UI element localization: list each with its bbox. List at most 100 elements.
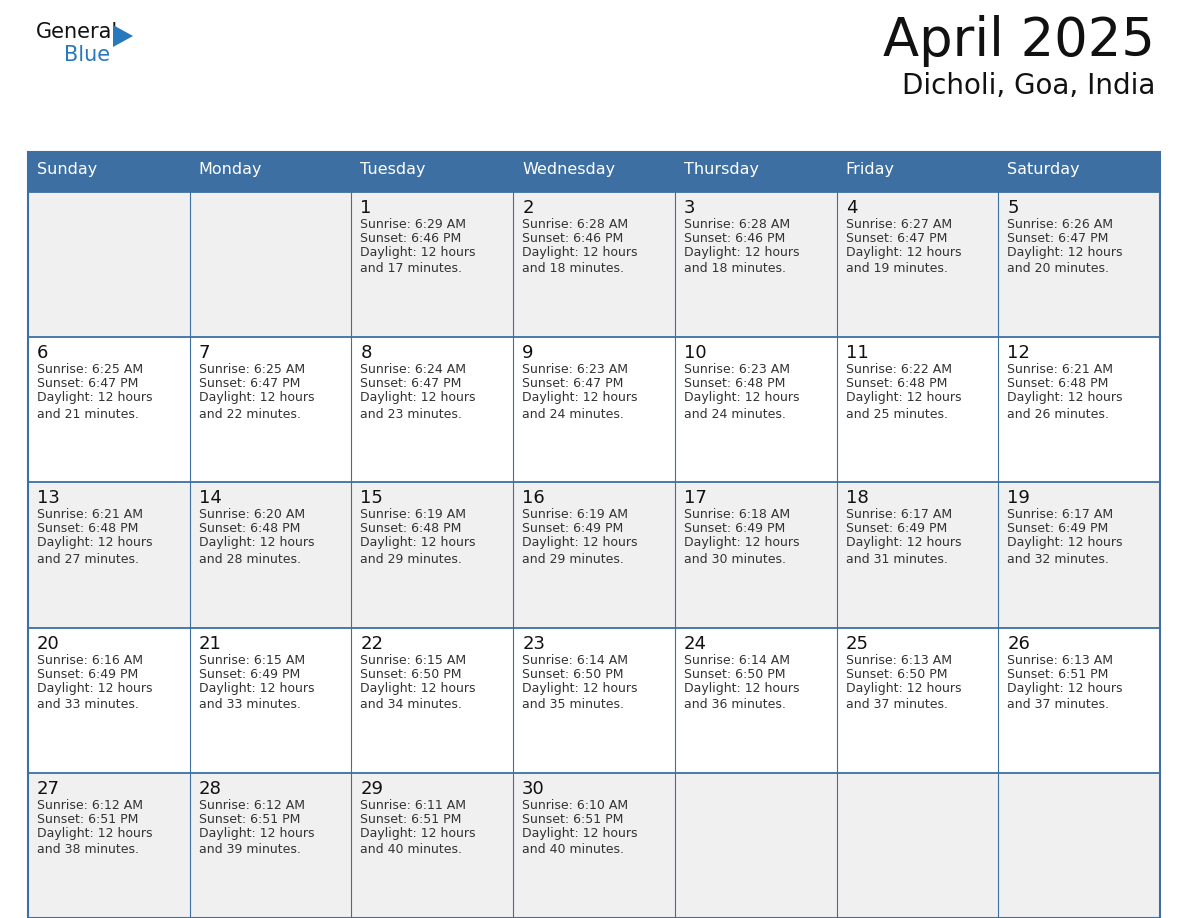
Text: Sunset: 6:50 PM: Sunset: 6:50 PM	[684, 667, 785, 680]
Text: Daylight: 12 hours
and 40 minutes.: Daylight: 12 hours and 40 minutes.	[523, 827, 638, 856]
Text: Daylight: 12 hours
and 39 minutes.: Daylight: 12 hours and 39 minutes.	[198, 827, 314, 856]
Text: Sunrise: 6:28 AM: Sunrise: 6:28 AM	[684, 218, 790, 231]
Text: 5: 5	[1007, 199, 1019, 217]
Text: 22: 22	[360, 634, 384, 653]
Text: Daylight: 12 hours
and 29 minutes.: Daylight: 12 hours and 29 minutes.	[523, 536, 638, 565]
Text: Sunrise: 6:23 AM: Sunrise: 6:23 AM	[523, 364, 628, 376]
Text: Monday: Monday	[198, 162, 263, 177]
Text: Sunrise: 6:15 AM: Sunrise: 6:15 AM	[198, 654, 305, 666]
Text: Sunset: 6:47 PM: Sunset: 6:47 PM	[198, 377, 301, 390]
Text: Daylight: 12 hours
and 35 minutes.: Daylight: 12 hours and 35 minutes.	[523, 681, 638, 711]
Text: Sunset: 6:51 PM: Sunset: 6:51 PM	[198, 812, 301, 826]
Text: Daylight: 12 hours
and 18 minutes.: Daylight: 12 hours and 18 minutes.	[523, 246, 638, 275]
Text: Dicholi, Goa, India: Dicholi, Goa, India	[902, 72, 1155, 100]
Text: April 2025: April 2025	[883, 15, 1155, 67]
Text: Sunrise: 6:13 AM: Sunrise: 6:13 AM	[846, 654, 952, 666]
Text: Sunrise: 6:25 AM: Sunrise: 6:25 AM	[198, 364, 305, 376]
Text: Sunset: 6:47 PM: Sunset: 6:47 PM	[1007, 232, 1108, 245]
Text: Daylight: 12 hours
and 34 minutes.: Daylight: 12 hours and 34 minutes.	[360, 681, 476, 711]
Text: 16: 16	[523, 489, 545, 508]
Text: Sunday: Sunday	[37, 162, 97, 177]
Text: Sunset: 6:46 PM: Sunset: 6:46 PM	[523, 232, 624, 245]
Text: 14: 14	[198, 489, 222, 508]
Text: Daylight: 12 hours
and 23 minutes.: Daylight: 12 hours and 23 minutes.	[360, 391, 476, 420]
Text: Daylight: 12 hours
and 17 minutes.: Daylight: 12 hours and 17 minutes.	[360, 246, 476, 275]
Text: Sunset: 6:48 PM: Sunset: 6:48 PM	[846, 377, 947, 390]
Text: Sunrise: 6:22 AM: Sunrise: 6:22 AM	[846, 364, 952, 376]
Text: Sunset: 6:48 PM: Sunset: 6:48 PM	[684, 377, 785, 390]
Text: Sunrise: 6:12 AM: Sunrise: 6:12 AM	[37, 799, 143, 812]
Bar	[29, 628, 1159, 773]
Text: 13: 13	[37, 489, 59, 508]
Text: Daylight: 12 hours
and 25 minutes.: Daylight: 12 hours and 25 minutes.	[846, 391, 961, 420]
Text: Blue: Blue	[64, 45, 110, 65]
Text: 24: 24	[684, 634, 707, 653]
Text: Sunrise: 6:18 AM: Sunrise: 6:18 AM	[684, 509, 790, 521]
Text: Sunset: 6:47 PM: Sunset: 6:47 PM	[523, 377, 624, 390]
Text: Sunrise: 6:14 AM: Sunrise: 6:14 AM	[523, 654, 628, 666]
Bar	[29, 192, 1159, 337]
Bar	[29, 337, 1159, 482]
Bar	[29, 482, 1159, 628]
Bar	[29, 773, 1159, 918]
Text: 18: 18	[846, 489, 868, 508]
Text: Sunrise: 6:12 AM: Sunrise: 6:12 AM	[198, 799, 304, 812]
Polygon shape	[113, 25, 133, 47]
Text: Sunset: 6:50 PM: Sunset: 6:50 PM	[846, 667, 947, 680]
Text: 7: 7	[198, 344, 210, 363]
Text: Sunset: 6:49 PM: Sunset: 6:49 PM	[523, 522, 624, 535]
Text: Friday: Friday	[846, 162, 895, 177]
Text: Daylight: 12 hours
and 40 minutes.: Daylight: 12 hours and 40 minutes.	[360, 827, 476, 856]
Text: 20: 20	[37, 634, 59, 653]
Text: Sunrise: 6:27 AM: Sunrise: 6:27 AM	[846, 218, 952, 231]
Text: Sunset: 6:48 PM: Sunset: 6:48 PM	[360, 522, 462, 535]
Text: Sunrise: 6:16 AM: Sunrise: 6:16 AM	[37, 654, 143, 666]
Text: Sunset: 6:51 PM: Sunset: 6:51 PM	[37, 812, 138, 826]
Text: 10: 10	[684, 344, 707, 363]
Text: 12: 12	[1007, 344, 1030, 363]
Text: Sunset: 6:46 PM: Sunset: 6:46 PM	[684, 232, 785, 245]
Text: Daylight: 12 hours
and 22 minutes.: Daylight: 12 hours and 22 minutes.	[198, 391, 314, 420]
Text: Sunset: 6:47 PM: Sunset: 6:47 PM	[37, 377, 138, 390]
Text: Sunset: 6:46 PM: Sunset: 6:46 PM	[360, 232, 462, 245]
Text: 6: 6	[37, 344, 49, 363]
Text: Daylight: 12 hours
and 37 minutes.: Daylight: 12 hours and 37 minutes.	[1007, 681, 1123, 711]
Text: Sunrise: 6:24 AM: Sunrise: 6:24 AM	[360, 364, 467, 376]
Text: 8: 8	[360, 344, 372, 363]
Text: 28: 28	[198, 779, 222, 798]
Text: Sunrise: 6:21 AM: Sunrise: 6:21 AM	[37, 509, 143, 521]
Text: Daylight: 12 hours
and 32 minutes.: Daylight: 12 hours and 32 minutes.	[1007, 536, 1123, 565]
Bar	[29, 152, 1159, 918]
Text: Sunrise: 6:29 AM: Sunrise: 6:29 AM	[360, 218, 467, 231]
Text: Daylight: 12 hours
and 38 minutes.: Daylight: 12 hours and 38 minutes.	[37, 827, 152, 856]
Text: Sunrise: 6:11 AM: Sunrise: 6:11 AM	[360, 799, 467, 812]
Text: Daylight: 12 hours
and 26 minutes.: Daylight: 12 hours and 26 minutes.	[1007, 391, 1123, 420]
Text: 26: 26	[1007, 634, 1030, 653]
Text: Daylight: 12 hours
and 19 minutes.: Daylight: 12 hours and 19 minutes.	[846, 246, 961, 275]
Text: Daylight: 12 hours
and 24 minutes.: Daylight: 12 hours and 24 minutes.	[523, 391, 638, 420]
Text: 29: 29	[360, 779, 384, 798]
Text: Sunrise: 6:13 AM: Sunrise: 6:13 AM	[1007, 654, 1113, 666]
Text: Sunset: 6:49 PM: Sunset: 6:49 PM	[198, 667, 299, 680]
Text: Saturday: Saturday	[1007, 162, 1080, 177]
Text: 2: 2	[523, 199, 533, 217]
Text: Daylight: 12 hours
and 20 minutes.: Daylight: 12 hours and 20 minutes.	[1007, 246, 1123, 275]
Text: Sunrise: 6:26 AM: Sunrise: 6:26 AM	[1007, 218, 1113, 231]
Text: Sunrise: 6:20 AM: Sunrise: 6:20 AM	[198, 509, 305, 521]
Text: Sunrise: 6:25 AM: Sunrise: 6:25 AM	[37, 364, 143, 376]
Text: Daylight: 12 hours
and 36 minutes.: Daylight: 12 hours and 36 minutes.	[684, 681, 800, 711]
Text: Daylight: 12 hours
and 33 minutes.: Daylight: 12 hours and 33 minutes.	[198, 681, 314, 711]
Text: Daylight: 12 hours
and 27 minutes.: Daylight: 12 hours and 27 minutes.	[37, 536, 152, 565]
Text: Sunset: 6:49 PM: Sunset: 6:49 PM	[684, 522, 785, 535]
Text: Sunrise: 6:28 AM: Sunrise: 6:28 AM	[523, 218, 628, 231]
Text: Daylight: 12 hours
and 29 minutes.: Daylight: 12 hours and 29 minutes.	[360, 536, 476, 565]
Text: Thursday: Thursday	[684, 162, 759, 177]
Text: 17: 17	[684, 489, 707, 508]
Text: 9: 9	[523, 344, 533, 363]
Text: Sunrise: 6:17 AM: Sunrise: 6:17 AM	[1007, 509, 1113, 521]
Text: Daylight: 12 hours
and 37 minutes.: Daylight: 12 hours and 37 minutes.	[846, 681, 961, 711]
Text: 30: 30	[523, 779, 545, 798]
Text: 1: 1	[360, 199, 372, 217]
Text: 15: 15	[360, 489, 384, 508]
Text: Daylight: 12 hours
and 28 minutes.: Daylight: 12 hours and 28 minutes.	[198, 536, 314, 565]
